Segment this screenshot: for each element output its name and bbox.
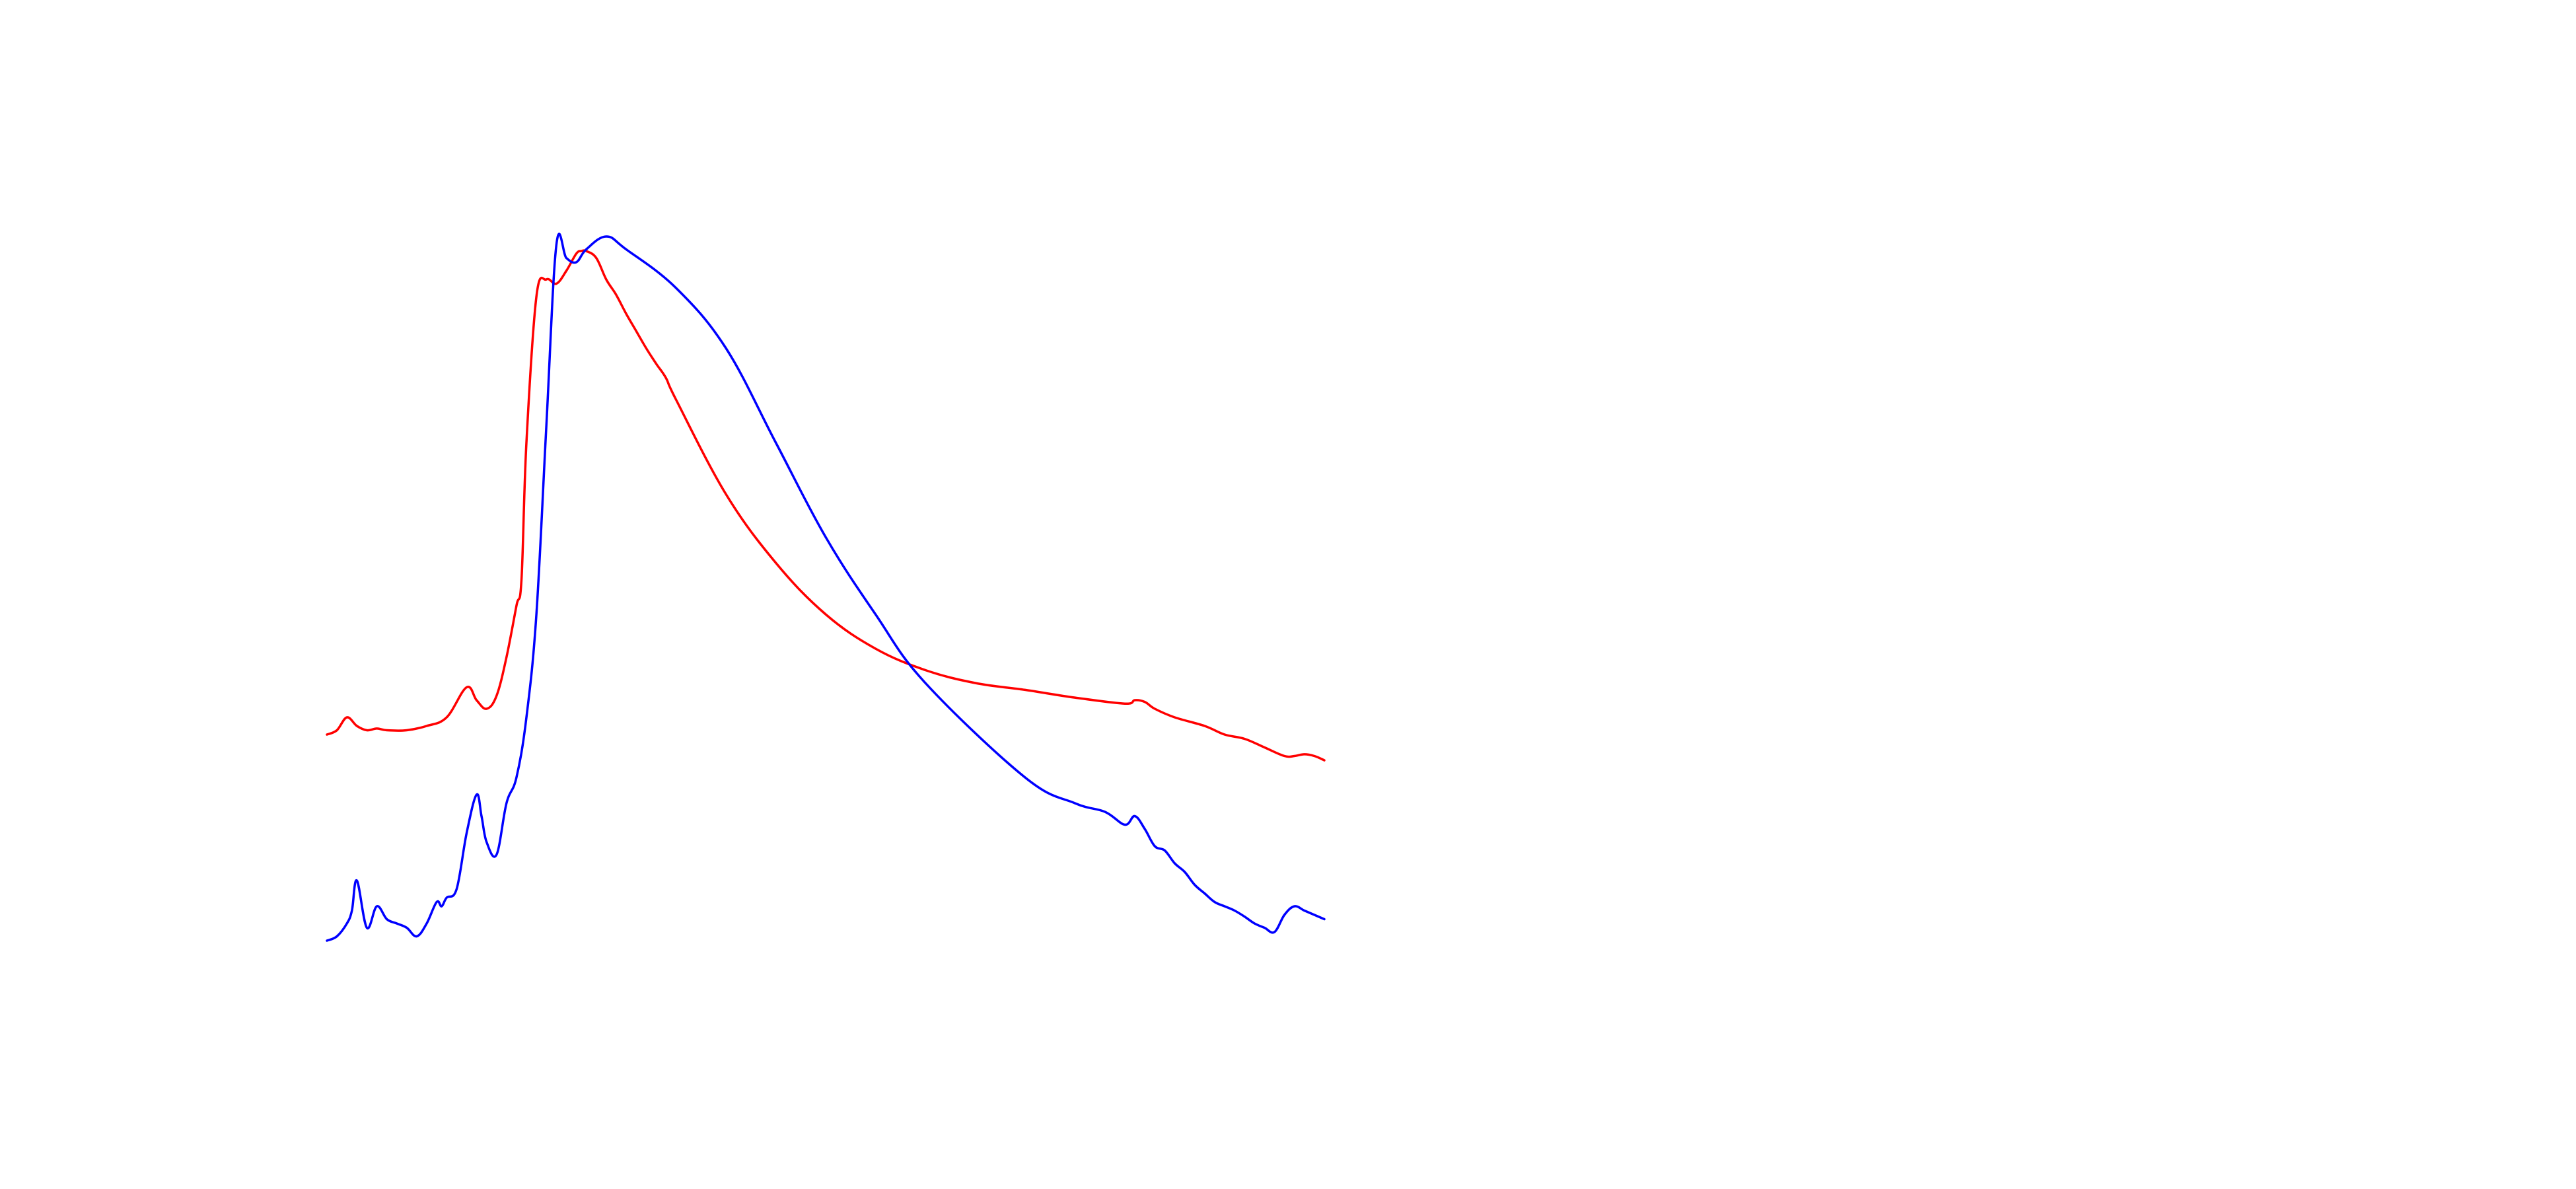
series-line-1: [326, 249, 1326, 762]
series-line-2: [326, 233, 1326, 942]
